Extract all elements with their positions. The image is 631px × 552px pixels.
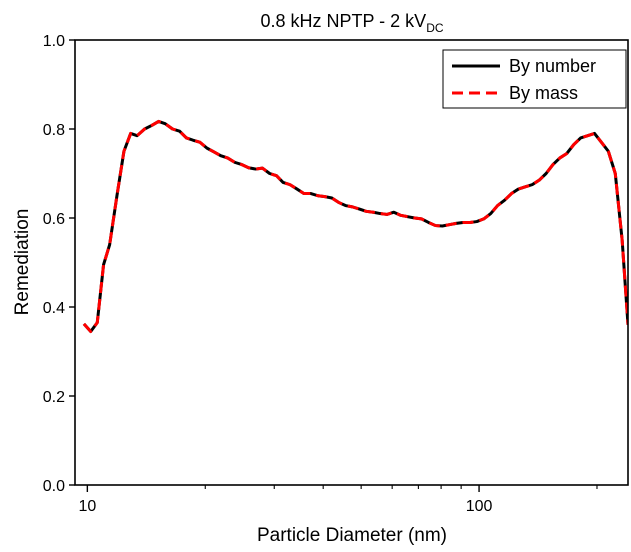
y-tick-label: 0.4 (43, 300, 65, 317)
x-axis-label: Particle Diameter (nm) (257, 525, 447, 546)
y-tick-label: 0.6 (43, 211, 65, 228)
legend-label-by-number: By number (509, 56, 596, 76)
legend-box (442, 49, 627, 109)
legend-label-by-mass: By mass (509, 83, 578, 103)
series-line-by-number (82, 119, 628, 333)
y-tick-label: 1.0 (43, 33, 65, 50)
plot-frame (74, 39, 629, 486)
series-layer (82, 119, 628, 333)
y-tick-label: 0.8 (43, 122, 65, 139)
y-axis-label: Remediation (12, 209, 33, 316)
x-tick-label: 100 (466, 498, 493, 515)
axis-ticks: 0.0 0.2 0.4 0.6 0.8 1.0 10 100 (43, 33, 598, 515)
legend: By number By mass (442, 49, 627, 109)
y-tick-label: 0.0 (43, 478, 65, 495)
y-tick-label: 0.2 (43, 389, 65, 406)
chart-title-subscript: DC (426, 21, 444, 35)
x-tick-label: 10 (78, 498, 96, 515)
chart-title: 0.8 kHz NPTP - 2 kVDC (260, 11, 443, 35)
series-line-by-mass (82, 119, 628, 333)
